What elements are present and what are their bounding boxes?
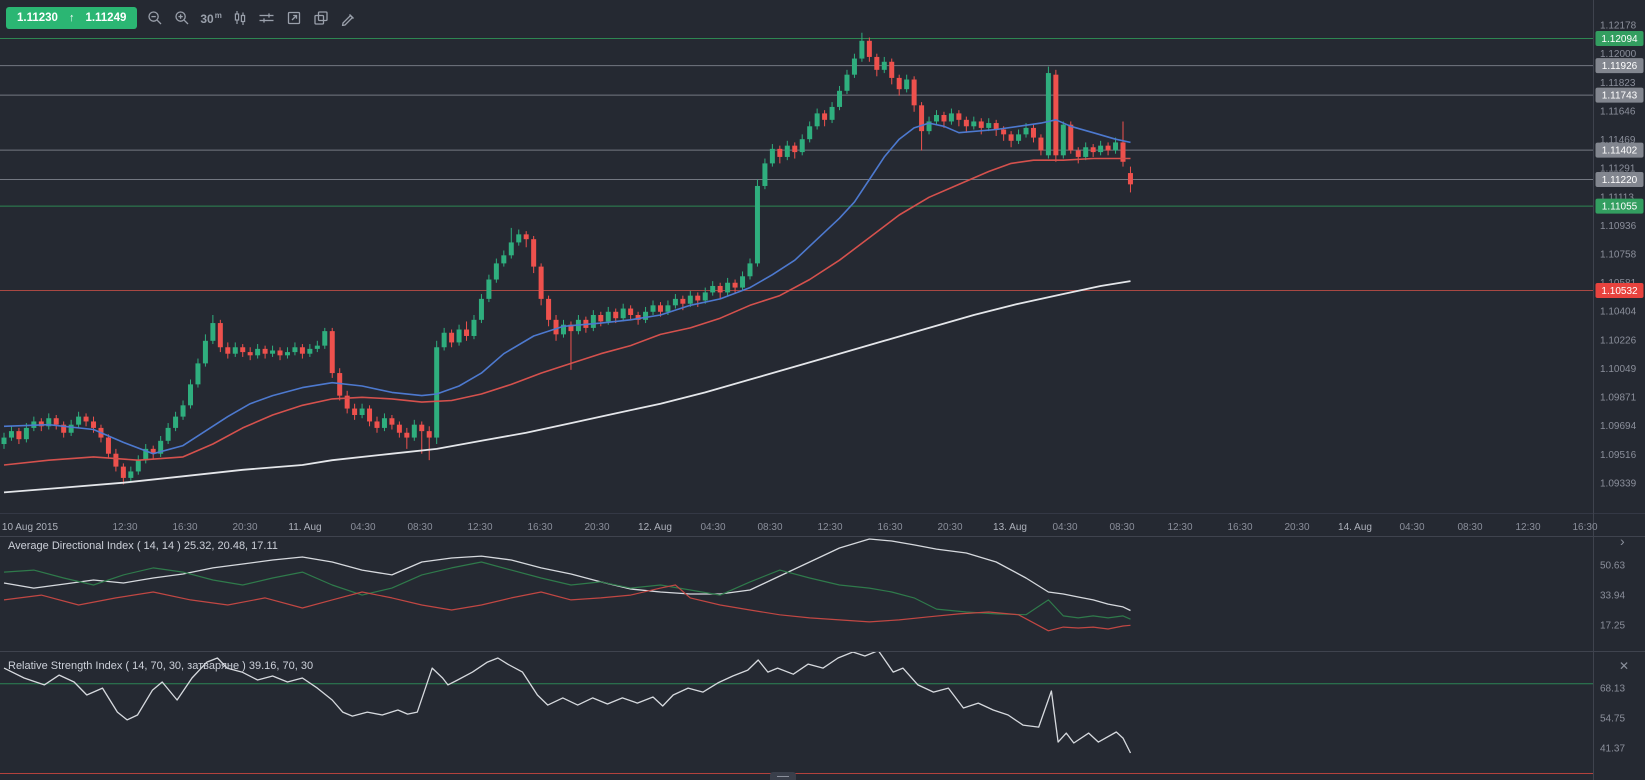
- price-badge-label: 1.10532: [1601, 286, 1638, 297]
- time-axis-label: 08:30: [1457, 522, 1482, 533]
- draw-icon[interactable]: [339, 9, 357, 27]
- price-axis-label: 1.12000: [1600, 49, 1637, 60]
- time-axis-label: 14. Aug: [1338, 522, 1372, 533]
- time-axis-label: 16:30: [877, 522, 902, 533]
- adx-axis-label: 17.25: [1600, 621, 1625, 632]
- arrow-up-icon: ↑: [68, 12, 75, 24]
- price-axis-label: 1.09339: [1600, 478, 1637, 489]
- price-badge-1.11402: 1.11402: [1595, 142, 1644, 158]
- price-axis-label: 1.09516: [1600, 450, 1637, 461]
- copy-layout-icon[interactable]: [312, 9, 330, 27]
- price-badge-label: 1.11220: [1602, 175, 1638, 186]
- price-badge-1.11926: 1.11926: [1595, 58, 1644, 74]
- time-axis-label: 04:30: [700, 522, 725, 533]
- price-axis-label: 1.09871: [1600, 393, 1637, 404]
- time-axis[interactable]: 10 Aug 2015 12:30 16:30 20:30 11. Aug 04:30 08…: [2, 522, 1598, 533]
- bid-ask-ticker[interactable]: 1.11230 ↑ 1.11249: [6, 7, 138, 29]
- rsi-axis-label: 41.37: [1600, 744, 1625, 755]
- rsi-axis-label: 68.13: [1600, 684, 1625, 695]
- adx-axis[interactable]: 50.63 33.94 17.25: [1600, 560, 1625, 631]
- time-axis-label: 16:30: [527, 522, 552, 533]
- time-axis-label: 04:30: [350, 522, 375, 533]
- adx-axis-label: 50.63: [1600, 560, 1625, 571]
- price-axis-label: 1.10226: [1600, 335, 1637, 346]
- price-axis-label: 1.10936: [1600, 221, 1637, 232]
- price-axis-label: 1.11823: [1600, 78, 1636, 89]
- time-axis-label: 12:30: [112, 522, 137, 533]
- time-axis-label: 11. Aug: [288, 522, 321, 533]
- time-axis-label: 08:30: [1109, 522, 1134, 533]
- ma-red-slow[interactable]: [3, 157, 1131, 466]
- ma-blue-fast[interactable]: [3, 119, 1131, 455]
- time-axis-label: 10 Aug 2015: [2, 522, 59, 533]
- price-axis-label: 1.10758: [1600, 250, 1637, 261]
- adx-pane[interactable]: [3, 538, 1131, 632]
- time-axis-label: 20:30: [1284, 522, 1309, 533]
- pane-resize-handle[interactable]: [770, 772, 796, 780]
- adx-line[interactable]: [3, 538, 1131, 612]
- minus-di-line[interactable]: [3, 584, 1131, 632]
- plus-di-line[interactable]: [3, 561, 1131, 620]
- rsi-axis[interactable]: 68.13 54.75 41.37: [1600, 684, 1625, 755]
- time-axis-label: 12:30: [1515, 522, 1540, 533]
- price-badge-1.12094: 1.12094: [1595, 31, 1644, 47]
- time-axis-label: 12:30: [1167, 522, 1192, 533]
- fullscreen-icon[interactable]: [285, 9, 303, 27]
- rsi-pane-title[interactable]: Relative Strength Index ( 14, 70, 30, за…: [8, 660, 314, 672]
- indicator-settings-icon[interactable]: [258, 9, 276, 27]
- rsi-close-button[interactable]: ✕: [1619, 659, 1630, 673]
- price-badge-1.10532: 1.10532: [1595, 282, 1644, 298]
- time-axis-label: 20:30: [232, 522, 257, 533]
- price-axis-label: 1.10404: [1600, 307, 1637, 318]
- adx-collapse-button[interactable]: ›: [1620, 533, 1625, 549]
- ma-white-long[interactable]: [3, 280, 1131, 494]
- interval-control[interactable]: 30m: [200, 10, 222, 26]
- time-axis-label: 16:30: [1227, 522, 1252, 533]
- time-axis-label: 08:30: [407, 522, 432, 533]
- candlestick-series: [1, 32, 1133, 485]
- adx-pane-title[interactable]: Average Directional Index ( 14, 14 ) 25.…: [8, 540, 278, 552]
- price-axis-label: 1.11469: [1600, 135, 1636, 146]
- price-badge-1.11055: 1.11055: [1595, 198, 1644, 214]
- ask-price: 1.11249: [85, 12, 127, 24]
- candles-compare-icon[interactable]: [231, 9, 249, 27]
- price-axis-label: 1.11113: [1600, 192, 1634, 203]
- price-badge-label: 1.11402: [1602, 146, 1638, 157]
- bid-price: 1.11230: [17, 12, 58, 24]
- time-axis-label: 12:30: [467, 522, 492, 533]
- price-axis-label: 1.11646: [1600, 106, 1636, 117]
- rsi-pane[interactable]: [0, 651, 1593, 774]
- price-axis-label: 1.09694: [1600, 421, 1637, 432]
- adx-axis-label: 33.94: [1600, 590, 1625, 601]
- price-axis-label: 1.12178: [1600, 21, 1637, 32]
- time-axis-label: 12. Aug: [638, 522, 672, 533]
- price-axis[interactable]: 1.12178 1.12000 1.11823 1.11646 1.11469 1.112…: [1595, 21, 1644, 490]
- time-axis-label: 20:30: [584, 522, 609, 533]
- time-axis-label: 13. Aug: [993, 522, 1027, 533]
- time-axis-label: 08:30: [757, 522, 782, 533]
- zoom-in-icon[interactable]: [173, 9, 191, 27]
- rsi-line[interactable]: [3, 651, 1132, 754]
- time-axis-label: 12:30: [817, 522, 842, 533]
- time-axis-label: 16:30: [1572, 522, 1597, 533]
- time-axis-label: 04:30: [1399, 522, 1424, 533]
- price-badge-1.11743: 1.11743: [1595, 87, 1644, 103]
- price-badge-label: 1.11743: [1602, 91, 1638, 102]
- price-badge-label: 1.11055: [1602, 202, 1638, 213]
- time-axis-label: 16:30: [172, 522, 197, 533]
- price-badge-label: 1.12094: [1601, 34, 1638, 45]
- price-pane[interactable]: [0, 32, 1593, 494]
- price-axis-label: 1.11291: [1600, 164, 1636, 175]
- time-axis-label: 20:30: [937, 522, 962, 533]
- zoom-out-icon[interactable]: [146, 9, 164, 27]
- chart-toolbar: 1.11230 ↑ 1.11249 30m: [6, 7, 357, 29]
- price-badge-1.11220: 1.11220: [1595, 172, 1644, 188]
- price-badge-label: 1.11926: [1602, 61, 1638, 72]
- price-axis-label: 1.10049: [1600, 364, 1637, 375]
- rsi-axis-label: 54.75: [1600, 714, 1625, 725]
- time-axis-label: 04:30: [1052, 522, 1077, 533]
